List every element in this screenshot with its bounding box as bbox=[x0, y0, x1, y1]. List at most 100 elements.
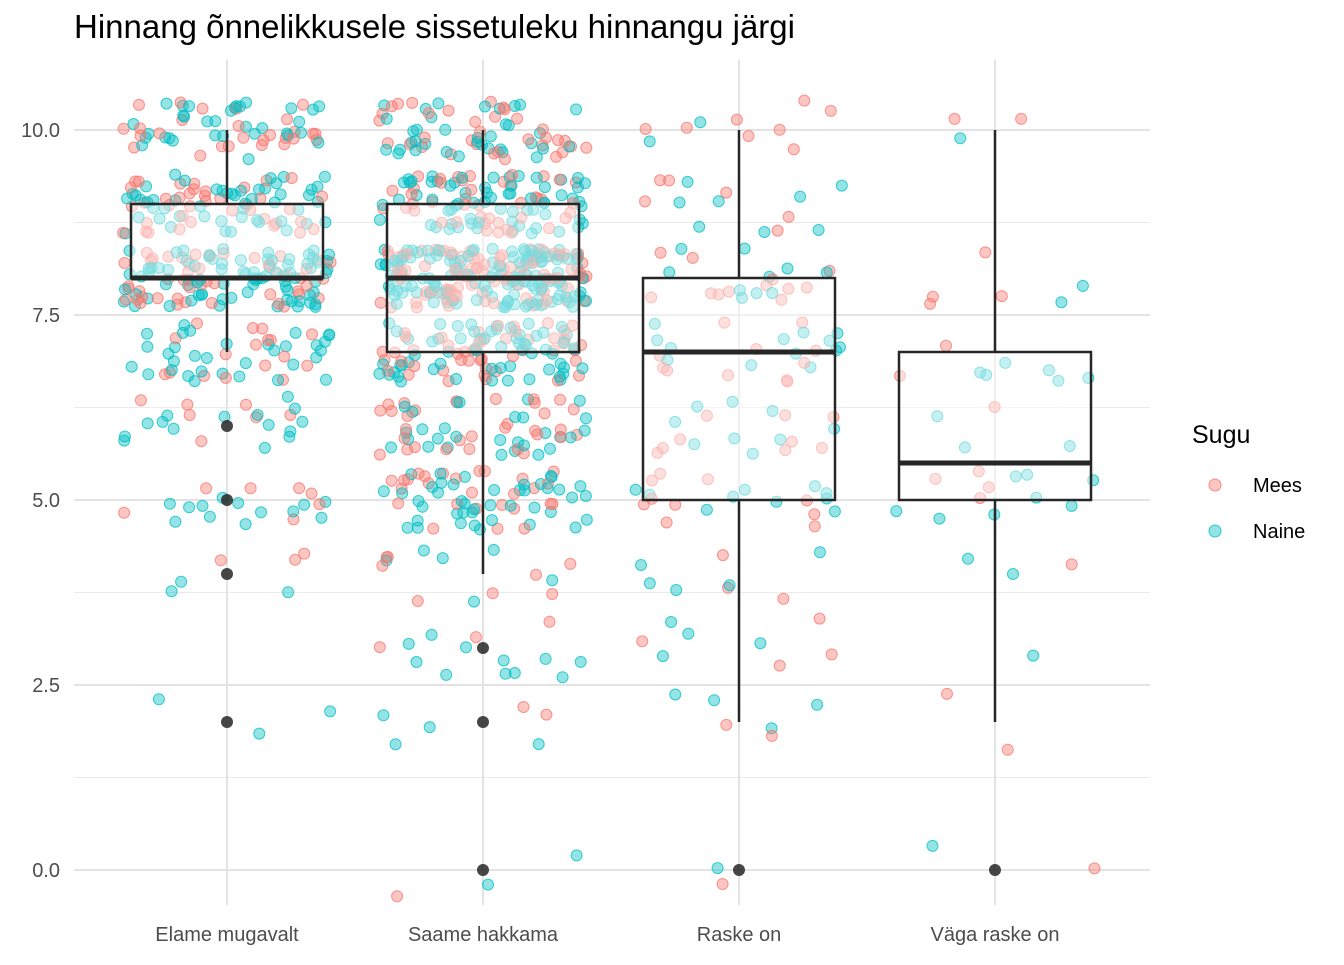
jitter-point bbox=[250, 338, 262, 351]
jitter-point bbox=[525, 192, 537, 205]
jitter-point bbox=[193, 262, 206, 275]
jitter-point bbox=[785, 435, 798, 448]
jitter-point bbox=[774, 433, 787, 446]
jitter-point bbox=[980, 368, 993, 381]
jitter-point bbox=[571, 181, 584, 194]
jitter-point bbox=[134, 297, 147, 309]
jitter-point bbox=[654, 467, 667, 480]
jitter-point bbox=[754, 637, 767, 650]
jitter-point bbox=[508, 298, 521, 311]
jitter-point bbox=[274, 188, 287, 201]
jitter-point bbox=[447, 478, 460, 491]
jitter-point bbox=[1009, 470, 1022, 483]
jitter-point bbox=[262, 338, 275, 351]
jitter-point bbox=[300, 279, 313, 292]
jitter-point bbox=[161, 409, 174, 422]
jitter-point bbox=[423, 721, 436, 734]
legend-title: Sugu bbox=[1192, 421, 1250, 449]
jitter-point bbox=[134, 394, 147, 407]
jitter-point bbox=[460, 641, 472, 654]
jitter-point bbox=[224, 225, 237, 238]
jitter-point bbox=[184, 216, 197, 228]
jitter-point bbox=[417, 544, 430, 557]
jitter-point bbox=[532, 294, 544, 307]
jitter-point bbox=[656, 442, 669, 454]
jitter-point bbox=[561, 282, 574, 295]
jitter-point bbox=[153, 212, 166, 225]
jitter-point bbox=[240, 96, 253, 109]
jitter-point bbox=[469, 115, 482, 128]
jitter-point bbox=[508, 667, 521, 679]
jitter-point bbox=[470, 631, 482, 644]
jitter-point bbox=[541, 482, 554, 495]
jitter-point bbox=[373, 448, 386, 461]
jitter-point bbox=[282, 129, 294, 142]
jitter-point bbox=[170, 246, 183, 259]
jitter-point bbox=[119, 283, 131, 296]
jitter-point bbox=[165, 364, 178, 376]
jitter-point bbox=[555, 189, 568, 202]
jitter-point bbox=[530, 151, 543, 164]
jitter-point bbox=[798, 356, 811, 369]
jitter-point bbox=[407, 125, 420, 138]
jitter-point bbox=[787, 143, 800, 156]
jitter-point bbox=[491, 522, 504, 535]
jitter-point bbox=[432, 97, 445, 110]
jitter-point bbox=[318, 170, 331, 183]
jitter-point bbox=[457, 506, 470, 519]
jitter-point bbox=[736, 291, 748, 304]
jitter-point bbox=[535, 283, 548, 295]
jitter-point bbox=[399, 330, 412, 343]
jitter-point bbox=[438, 422, 451, 435]
jitter-point bbox=[705, 287, 717, 300]
jitter-point bbox=[422, 440, 435, 453]
jitter-point bbox=[974, 366, 987, 379]
jitter-point bbox=[134, 122, 147, 135]
jitter-point bbox=[515, 211, 528, 224]
jitter-point bbox=[451, 320, 464, 332]
jitter-point bbox=[472, 252, 485, 265]
jitter-point bbox=[278, 350, 291, 363]
jitter-point bbox=[569, 521, 582, 534]
jitter-point bbox=[999, 356, 1012, 369]
jitter-point bbox=[219, 371, 232, 384]
jitter-point bbox=[440, 668, 453, 681]
jitter-point bbox=[140, 217, 153, 229]
jitter-point bbox=[410, 301, 423, 314]
jitter-point bbox=[508, 288, 520, 301]
jitter-point bbox=[373, 213, 386, 226]
x-tick-label: Raske on bbox=[697, 924, 782, 946]
jitter-point bbox=[542, 317, 554, 330]
jitter-point bbox=[722, 369, 734, 382]
jitter-point bbox=[239, 518, 252, 531]
jitter-point bbox=[835, 179, 848, 192]
jitter-point bbox=[824, 104, 837, 117]
jitter-point bbox=[781, 262, 794, 275]
jitter-point bbox=[187, 183, 200, 196]
jitter-point bbox=[546, 574, 559, 587]
jitter-point bbox=[701, 473, 714, 486]
jitter-point bbox=[287, 132, 300, 145]
jitter-point bbox=[281, 390, 294, 403]
y-tick-label: 0.0 bbox=[32, 860, 60, 882]
jitter-point bbox=[1063, 440, 1076, 452]
jitter-point bbox=[948, 112, 961, 125]
jitter-point bbox=[200, 352, 213, 364]
jitter-point bbox=[287, 358, 300, 371]
jitter-point bbox=[693, 220, 706, 233]
jitter-point bbox=[553, 483, 566, 496]
jitter-point bbox=[527, 393, 540, 406]
jitter-point bbox=[720, 718, 733, 731]
jitter-point bbox=[141, 340, 154, 353]
jitter-point bbox=[504, 187, 517, 200]
jitter-point bbox=[191, 317, 203, 330]
jitter-point bbox=[730, 113, 743, 126]
jitter-point bbox=[377, 485, 390, 498]
jitter-point bbox=[485, 362, 498, 375]
jitter-point bbox=[501, 374, 514, 387]
jitter-point bbox=[675, 242, 688, 255]
jitter-point bbox=[398, 397, 411, 410]
jitter-point bbox=[309, 127, 322, 140]
jitter-point bbox=[933, 512, 946, 525]
